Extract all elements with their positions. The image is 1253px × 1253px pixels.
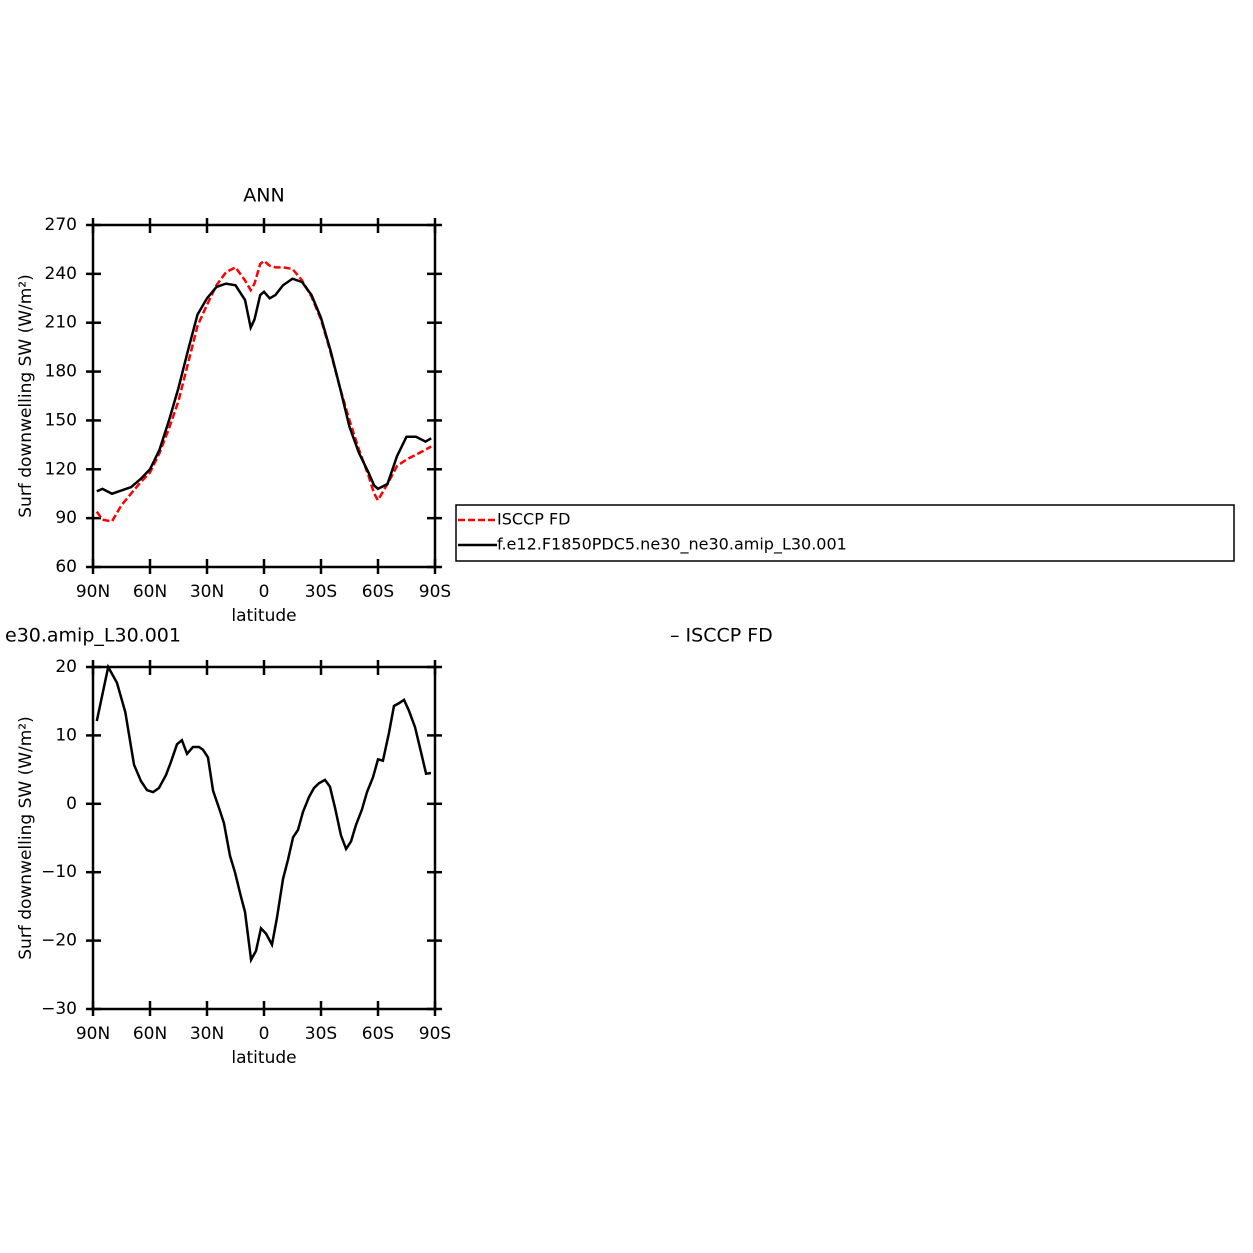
y-tick-label: 240	[45, 264, 77, 284]
x-axis-label: latitude	[231, 606, 296, 626]
data-line	[95, 259, 432, 523]
x-tick-label: 60S	[362, 1024, 394, 1044]
y-tick-label: 20	[55, 657, 77, 677]
y-tick-label: −20	[41, 931, 77, 951]
y-tick-label: −10	[41, 862, 77, 882]
x-axis-label: latitude	[231, 1048, 296, 1068]
chart-title: e30.amip_L30.001	[5, 625, 181, 647]
x-tick-label: 30S	[305, 1024, 337, 1044]
x-tick-label: 90N	[76, 1024, 110, 1044]
chart-title: ANN	[243, 185, 284, 207]
y-tick-label: 270	[45, 215, 77, 235]
y-tick-label: 0	[66, 794, 77, 814]
x-tick-label: 30S	[305, 582, 337, 602]
y-axis-label: Surf downwelling SW (W/m²)	[16, 716, 36, 960]
x-tick-label: 30N	[190, 582, 224, 602]
legend-label: f.e12.F1850PDC5.ne30_ne30.amip_L30.001	[497, 535, 847, 555]
x-tick-label: 90S	[419, 582, 451, 602]
y-tick-label: 150	[45, 410, 77, 430]
x-tick-label: 90S	[419, 1024, 451, 1044]
y-tick-label: 90	[55, 508, 77, 528]
x-tick-label: 0	[259, 1024, 270, 1044]
x-tick-label: 60N	[133, 1024, 167, 1044]
y-axis-label: Surf downwelling SW (W/m²)	[16, 274, 36, 518]
x-tick-label: 0	[259, 582, 270, 602]
x-tick-label: 60S	[362, 582, 394, 602]
y-tick-label: 10	[55, 725, 77, 745]
legend-box	[455, 504, 1235, 562]
y-tick-label: 180	[45, 362, 77, 382]
x-tick-label: 60N	[133, 582, 167, 602]
x-tick-label: 30N	[190, 1024, 224, 1044]
y-tick-label: −30	[41, 999, 77, 1019]
data-line	[95, 663, 432, 964]
y-tick-label: 210	[45, 313, 77, 333]
chart-title: – ISCCP FD	[670, 625, 773, 647]
x-tick-label: 90N	[76, 582, 110, 602]
plot-frame	[91, 665, 437, 1011]
y-tick-label: 120	[45, 459, 77, 479]
y-tick-label: 60	[55, 557, 77, 577]
data-line	[96, 277, 432, 496]
plot-frame	[91, 223, 437, 569]
legend-label: ISCCP FD	[497, 510, 570, 529]
